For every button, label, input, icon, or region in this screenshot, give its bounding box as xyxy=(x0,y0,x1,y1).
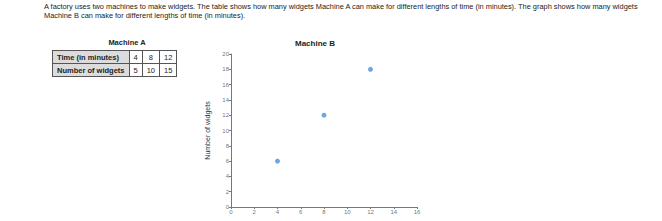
svg-text:Number of widgets: Number of widgets xyxy=(204,101,212,160)
html-text:12: 12 xyxy=(164,52,173,62)
html-text:A factory uses two machines to: A factory uses two machines to make widg… xyxy=(44,2,638,20)
svg-text:Machine B: Machine B xyxy=(295,39,335,48)
svg-text:2: 2 xyxy=(226,189,230,195)
svg-text:10: 10 xyxy=(222,128,229,134)
svg-text:12: 12 xyxy=(367,209,374,215)
svg-text:8: 8 xyxy=(226,143,230,149)
html-text:Machine A: Machine A xyxy=(108,38,146,47)
svg-text:14: 14 xyxy=(390,209,397,215)
svg-text:0: 0 xyxy=(225,204,229,210)
svg-text:14: 14 xyxy=(222,97,229,103)
svg-text:6: 6 xyxy=(226,158,230,164)
svg-text:10: 10 xyxy=(344,209,351,215)
svg-text:16: 16 xyxy=(414,209,421,215)
svg-text:16: 16 xyxy=(222,82,229,88)
html-text:15: 15 xyxy=(164,65,173,75)
html-text:4: 4 xyxy=(133,52,138,62)
svg-text:6: 6 xyxy=(299,209,303,215)
svg-text:4: 4 xyxy=(226,173,230,179)
html-text:5: 5 xyxy=(133,65,138,75)
svg-text:4: 4 xyxy=(276,209,280,215)
html-text:Time (in minutes): Time (in minutes) xyxy=(57,52,119,62)
svg-text:0: 0 xyxy=(229,209,233,215)
html-text:8: 8 xyxy=(148,52,153,62)
svg-text:8: 8 xyxy=(322,209,326,215)
svg-text:2: 2 xyxy=(253,209,257,215)
html-text:Number of widgets: Number of widgets xyxy=(57,65,125,75)
svg-text:20: 20 xyxy=(222,51,229,57)
svg-text:18: 18 xyxy=(222,66,229,72)
html-text:10: 10 xyxy=(146,65,155,75)
svg-text:12: 12 xyxy=(222,112,229,118)
